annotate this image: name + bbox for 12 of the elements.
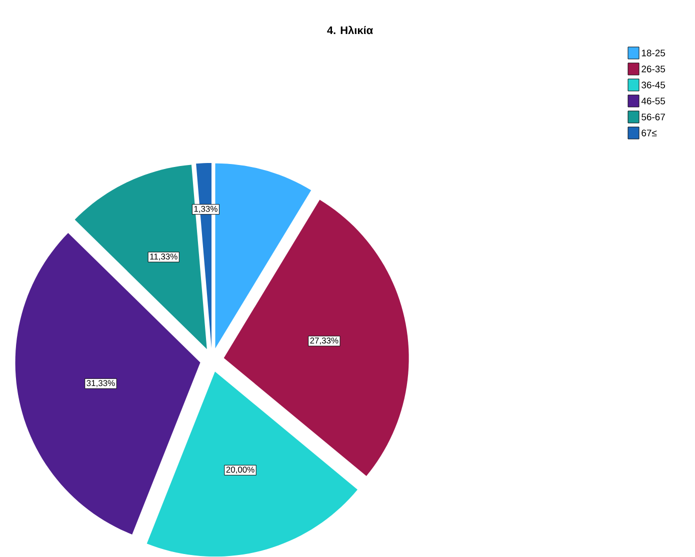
legend-label: 46-55 (641, 98, 666, 105)
data-label: 11,33% (150, 254, 178, 261)
legend-label: 18-25 (642, 50, 666, 57)
chart-title: 4. Ηλικία (327, 26, 373, 34)
data-label: 31,33% (86, 380, 115, 388)
data-label: 1,33% (194, 206, 218, 214)
legend-label: 56-67 (642, 114, 665, 121)
legend-label: 36-45 (642, 82, 666, 89)
data-label: 27,33% (310, 338, 338, 345)
legend-label: 26-35 (642, 66, 666, 73)
data-label: 20,00% (226, 466, 254, 474)
legend-label: 67≤ (642, 130, 657, 137)
